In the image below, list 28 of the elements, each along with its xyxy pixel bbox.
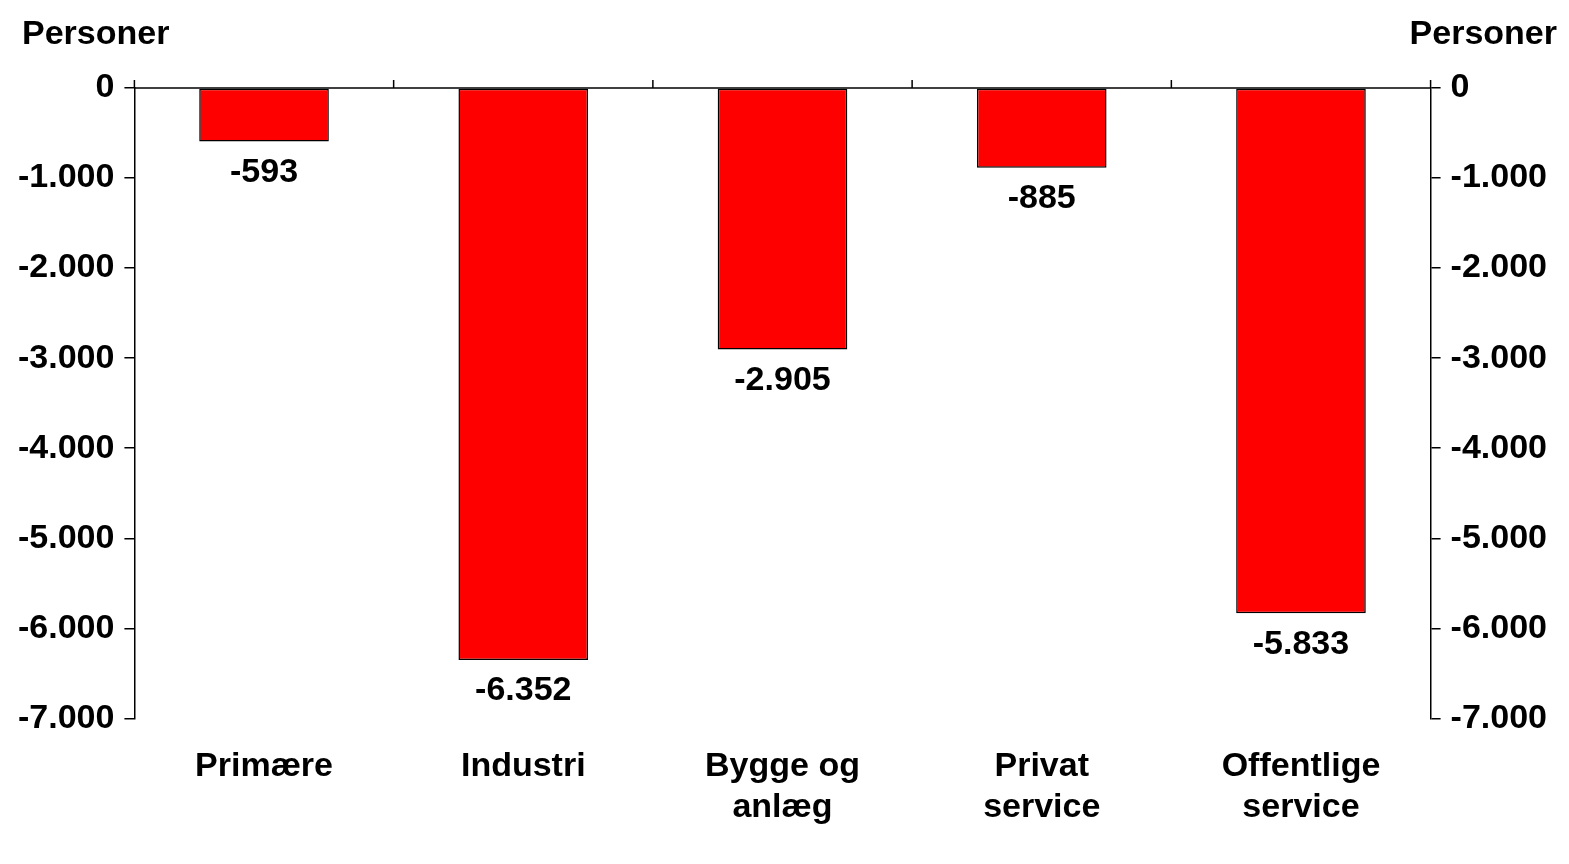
y2-tick-label: -4.000 <box>1450 426 1547 465</box>
y2-tick-label: -2.000 <box>1450 246 1547 285</box>
y-tick-label: -5.000 <box>18 516 115 555</box>
data-label: -593 <box>229 150 299 189</box>
x-tick-label: Offentlige service <box>1221 745 1381 824</box>
data-label: -885 <box>1007 177 1076 216</box>
y-tick-label: -7.000 <box>18 696 115 735</box>
y2-tick-label: -3.000 <box>1450 336 1547 375</box>
y2-tick-label: -7.000 <box>1450 696 1547 735</box>
y2-tick-label: -5.000 <box>1450 516 1547 555</box>
y-tick-label: -1.000 <box>18 156 115 195</box>
y2-tick-label: -1.000 <box>1450 156 1547 195</box>
y-axis-title: Personer <box>22 13 170 52</box>
y-tick-label: -2.000 <box>18 246 115 285</box>
x-tick-label: Primære <box>195 745 334 784</box>
data-label: -5.833 <box>1252 622 1350 661</box>
x-tick-label: Privat service <box>983 745 1101 824</box>
data-label: -6.352 <box>475 669 572 708</box>
x-tick-label: Bygge og anlæg <box>705 745 860 824</box>
y2-axis-title: Personer <box>1409 13 1557 52</box>
y-tick-label: -6.000 <box>18 606 115 645</box>
y-tick-label: -3.000 <box>18 336 115 375</box>
y-tick-label: -4.000 <box>18 426 115 465</box>
y2-tick-label: -6.000 <box>1450 606 1547 645</box>
y2-tick-label: 0 <box>1450 66 1470 105</box>
y-tick-label: 0 <box>95 66 115 105</box>
x-tick-label: Industri <box>460 745 586 784</box>
data-label: -2.905 <box>734 358 831 397</box>
